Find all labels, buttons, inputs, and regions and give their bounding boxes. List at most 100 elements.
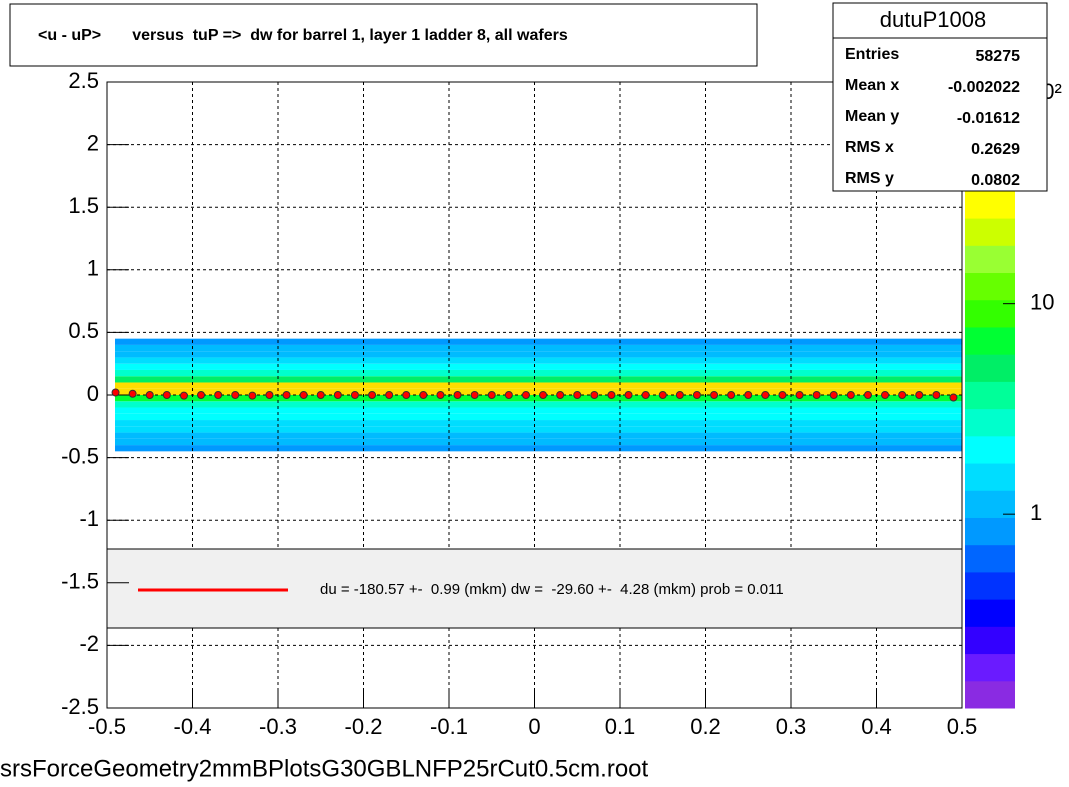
stats-label: Mean y	[845, 108, 899, 125]
y-tick-label: 2	[87, 130, 99, 155]
y-tick-label: 1	[87, 256, 99, 281]
heat-row	[115, 376, 962, 383]
palette-cell	[965, 190, 1015, 219]
profile-point	[949, 393, 958, 402]
x-tick-label: -0.3	[259, 714, 297, 739]
plot-area	[106, 81, 963, 709]
title-box	[9, 3, 758, 67]
profile-point	[453, 391, 462, 399]
profile-point	[863, 391, 872, 399]
profile-point	[778, 391, 787, 399]
palette-cell	[965, 326, 1015, 355]
x-tick-label: 0.4	[861, 714, 892, 739]
y-tick-label: 1.5	[68, 193, 99, 218]
palette-cell	[965, 272, 1015, 301]
x-tick-label: -0.5	[88, 714, 126, 739]
chart-title: <u - uP> versus tuP => dw for barrel 1, …	[38, 27, 568, 44]
profile-point	[744, 391, 753, 399]
x-tick-label: 0.2	[690, 714, 721, 739]
profile-point	[179, 391, 188, 400]
profile-point	[898, 391, 907, 399]
stats-value: 58275	[976, 48, 1021, 65]
profile-point	[504, 391, 513, 399]
profile-point	[761, 391, 770, 399]
heat-row	[115, 445, 962, 452]
profile-point	[607, 391, 616, 399]
palette-cell	[965, 626, 1015, 655]
profile-point	[812, 391, 821, 399]
heat-row	[115, 382, 962, 389]
palette-cell	[965, 599, 1015, 627]
profile-point	[197, 391, 206, 399]
palette-cell	[965, 245, 1015, 274]
profile-point	[214, 391, 223, 399]
heat-row	[115, 338, 962, 345]
palette-cell	[965, 299, 1015, 328]
profile-point	[829, 391, 838, 399]
palette-cell	[965, 653, 1015, 682]
x-tick-label: -0.1	[430, 714, 468, 739]
fit-label: du = -180.57 +- 0.99 (mkm) dw = -29.60 +…	[320, 581, 784, 598]
profile-point	[556, 391, 565, 399]
profile-point	[573, 391, 582, 399]
stats-label: Mean x	[845, 77, 899, 94]
y-tick-label: -1	[79, 506, 99, 531]
profile-point	[265, 391, 274, 399]
heat-row	[115, 426, 962, 433]
palette-cell	[965, 680, 1015, 709]
heat-row	[115, 388, 962, 395]
heat-row	[115, 407, 962, 414]
x-tick-label: 0.1	[605, 714, 636, 739]
heat-row	[115, 363, 962, 370]
heat-row	[115, 357, 962, 364]
profile-point	[487, 391, 496, 399]
palette-cell	[965, 218, 1015, 246]
heat-row	[115, 413, 962, 421]
profile-point	[248, 391, 257, 400]
profile-point	[846, 391, 855, 399]
y-tick-label: 0	[87, 381, 99, 406]
profile-point	[521, 391, 530, 399]
profile-point	[419, 391, 428, 399]
profile-point	[385, 391, 394, 399]
x-tick-label: -0.4	[174, 714, 212, 739]
stats-value: 0.0802	[971, 172, 1020, 189]
stats-value: 0.2629	[971, 141, 1020, 158]
palette-cell	[965, 544, 1015, 573]
palette-cell	[965, 517, 1015, 546]
palette-cell	[965, 435, 1015, 464]
heat-row	[115, 438, 962, 446]
profile-point	[299, 391, 308, 399]
profile-point	[470, 391, 479, 399]
profile-point	[111, 388, 120, 397]
y-tick-label: -2.5	[61, 694, 99, 719]
profile-point	[624, 391, 633, 399]
profile-point	[231, 391, 240, 399]
heat-row	[115, 351, 962, 358]
profile-point	[795, 391, 804, 399]
profile-point	[128, 389, 137, 398]
stats-box	[832, 2, 1048, 192]
y-tick-label: 2.5	[68, 68, 99, 93]
profile-point	[436, 391, 445, 399]
x-tick-label: 0.3	[776, 714, 807, 739]
profile-point	[333, 391, 342, 399]
profile-point	[710, 391, 719, 399]
profile-point	[282, 391, 291, 399]
x-tick-label: 0	[528, 714, 540, 739]
x-tick-label: -0.2	[345, 714, 383, 739]
profile-point	[368, 391, 377, 399]
heat-row	[115, 344, 962, 352]
heat-row	[115, 401, 962, 408]
y-tick-label: -0.5	[61, 443, 99, 468]
stats-value: -0.01612	[957, 110, 1020, 127]
profile-point	[658, 391, 667, 399]
palette-cell	[965, 381, 1015, 410]
palette-cell	[965, 490, 1015, 518]
profile-point	[590, 391, 599, 399]
palette-cell	[965, 354, 1015, 382]
footer: srsForceGeometry2mmBPlotsG30GBLNFP25rCut…	[0, 755, 649, 782]
profile-point	[881, 391, 890, 399]
heat-row	[115, 395, 962, 402]
